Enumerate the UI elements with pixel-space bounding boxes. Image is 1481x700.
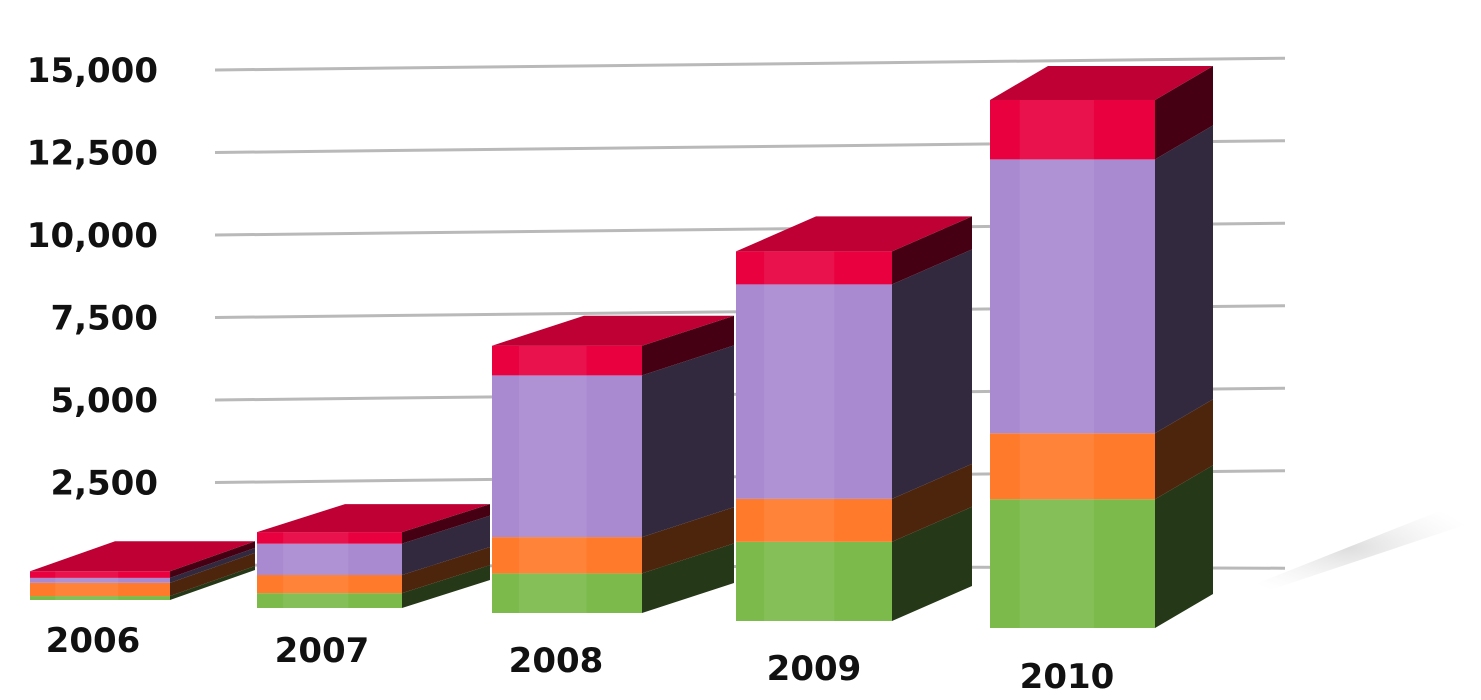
bar-segment-highlight	[55, 596, 119, 600]
bar-segment	[30, 571, 170, 578]
y-axis-tick-labels: 2,500 5,000 7,500 10,000 12,500 15,000	[27, 51, 158, 504]
bar-2006	[30, 541, 255, 600]
y-tick-label: 12,500	[27, 134, 158, 174]
bar-segment-highlight	[283, 543, 349, 575]
bar-segment-highlight	[55, 582, 119, 597]
bar-side-segment	[402, 565, 490, 608]
x-tick-label: 2009	[767, 649, 862, 689]
bar-side-segment	[170, 547, 255, 583]
floor-shadow	[1215, 495, 1480, 600]
bar-segment	[257, 543, 402, 575]
bar-segment	[990, 499, 1155, 628]
bar-side-segment	[170, 566, 255, 600]
bar-side-segment	[892, 249, 972, 499]
bar-segment-highlight	[764, 541, 835, 621]
bar-top-face	[257, 504, 490, 533]
bar-segment-highlight	[519, 573, 587, 613]
bar-side-segment	[642, 315, 734, 376]
bar-side-segment	[1155, 465, 1213, 628]
gridline-15000	[214, 56, 1286, 72]
x-tick-label: 2006	[46, 621, 141, 661]
bar-segment-highlight	[1019, 433, 1094, 500]
bar-segment-highlight	[519, 345, 587, 376]
bar-segment	[257, 532, 402, 544]
bar-segment	[736, 284, 892, 499]
bar-segment	[30, 582, 170, 597]
bar-segment-highlight	[764, 498, 835, 542]
y-tick-label: 10,000	[27, 216, 158, 256]
bars	[30, 66, 1213, 628]
bar-segment-highlight	[283, 575, 349, 594]
bar-side-segment	[1155, 125, 1213, 434]
bar-segment-highlight	[283, 532, 349, 544]
bar-segment-highlight	[519, 537, 587, 574]
bar-side-segment	[170, 552, 255, 597]
bar-segment-highlight	[519, 375, 587, 538]
bar-segment-highlight	[1019, 100, 1094, 160]
bar-2007	[257, 504, 490, 608]
bar-side-segment	[402, 547, 490, 594]
x-axis-category-labels: 2006 2007 2008 2009 2010	[46, 621, 1115, 697]
bar-segment	[736, 498, 892, 542]
bar-side-segment	[892, 506, 972, 621]
bar-top-face	[30, 541, 255, 572]
bar-segment	[990, 159, 1155, 434]
bar-segment	[30, 596, 170, 600]
bar-segment	[257, 593, 402, 608]
bar-segment-highlight	[764, 284, 835, 499]
bar-side-segment	[892, 216, 972, 285]
bar-side-segment	[1155, 399, 1213, 500]
bar-segment-highlight	[55, 571, 119, 578]
bar-segment	[736, 251, 892, 285]
y-tick-label: 2,500	[50, 464, 158, 504]
bar-segment	[492, 375, 642, 538]
bar-2010	[990, 66, 1213, 628]
bar-2008	[492, 315, 734, 613]
bar-segment-highlight	[1019, 499, 1094, 628]
bar-segment	[492, 345, 642, 376]
bar-segment	[990, 100, 1155, 160]
x-tick-label: 2007	[275, 631, 370, 671]
bar-top-face	[990, 66, 1213, 100]
bar-side-segment	[642, 543, 734, 613]
bar-top-face	[736, 216, 972, 252]
bar-side-segment	[642, 345, 734, 538]
bar-segment	[736, 541, 892, 621]
bar-2009	[736, 216, 972, 621]
y-tick-label: 15,000	[27, 51, 158, 91]
bar-side-segment	[642, 507, 734, 574]
bar-segment	[257, 575, 402, 594]
bar-side-segment	[170, 541, 255, 578]
x-tick-label: 2010	[1020, 657, 1115, 697]
x-tick-label: 2008	[509, 641, 604, 681]
bar-side-segment	[402, 504, 490, 544]
bar-side-segment	[1155, 66, 1213, 160]
bar-segment	[492, 537, 642, 574]
y-tick-label: 7,500	[50, 299, 158, 339]
bar-segment-highlight	[764, 251, 835, 285]
bar-segment-highlight	[1019, 159, 1094, 434]
bar-segment-highlight	[55, 577, 119, 583]
bar-segment	[30, 577, 170, 583]
bar-side-segment	[402, 515, 490, 575]
bar-top-face	[492, 315, 734, 346]
bar-segment	[492, 573, 642, 613]
y-tick-label: 5,000	[50, 381, 158, 421]
bar-segment-highlight	[283, 593, 349, 608]
bar-side-segment	[892, 463, 972, 542]
bar-segment	[990, 433, 1155, 500]
